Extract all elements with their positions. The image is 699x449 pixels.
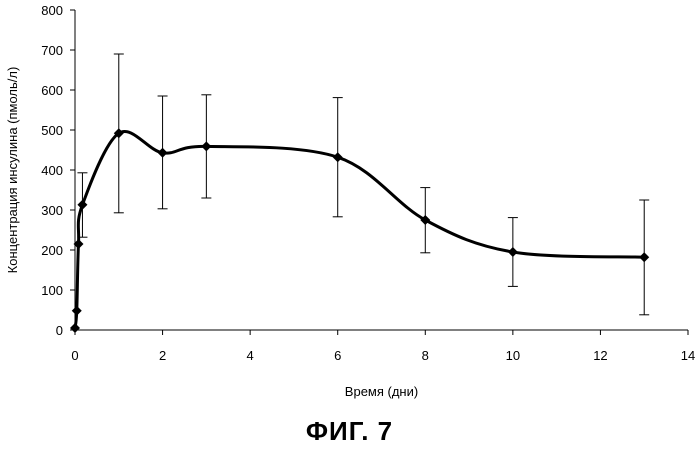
x-tick-label: 4	[247, 348, 254, 363]
y-tick-label: 700	[41, 43, 63, 58]
data-point	[332, 152, 343, 163]
x-axis-title: Время (дни)	[345, 384, 418, 399]
y-tick-label: 0	[56, 323, 63, 338]
data-point	[157, 147, 168, 158]
insulin-concentration-chart: 0 100 200 300 400 500 600 700 800 0 2 4 6 8 10 12 14 Вре…	[5, 3, 695, 399]
x-tick-label: 8	[422, 348, 429, 363]
x-tick-label: 6	[334, 348, 341, 363]
x-tick-label: 14	[681, 348, 695, 363]
tick-labels: 0 100 200 300 400 500 600 700 800 0 2 4 6 8 10 12 14	[41, 3, 695, 363]
data-point	[507, 247, 518, 257]
x-tick-label: 12	[593, 348, 607, 363]
data-point	[73, 239, 84, 249]
series-line	[73, 129, 645, 329]
y-tick-label: 500	[41, 123, 63, 138]
y-axis-title: Концентрация инсулина (пмоль/л)	[5, 67, 20, 274]
data-point	[77, 199, 88, 210]
y-tick-label: 400	[41, 163, 63, 178]
y-tick-label: 300	[41, 203, 63, 218]
x-tick-label: 10	[506, 348, 520, 363]
x-tick-label: 0	[71, 348, 78, 363]
error-bars	[77, 53, 650, 316]
y-tick-label: 600	[41, 83, 63, 98]
x-tick-label: 2	[159, 348, 166, 363]
y-tick-label: 100	[41, 283, 63, 298]
data-point	[201, 141, 212, 152]
y-tick-label: 800	[41, 3, 63, 18]
data-markers	[70, 128, 650, 333]
figure-caption: ФИГ. 7	[305, 416, 394, 446]
data-point	[71, 305, 82, 316]
data-point	[639, 252, 650, 263]
y-tick-label: 200	[41, 243, 63, 258]
data-point	[70, 323, 80, 333]
data-point	[113, 128, 124, 139]
data-point	[420, 215, 431, 225]
